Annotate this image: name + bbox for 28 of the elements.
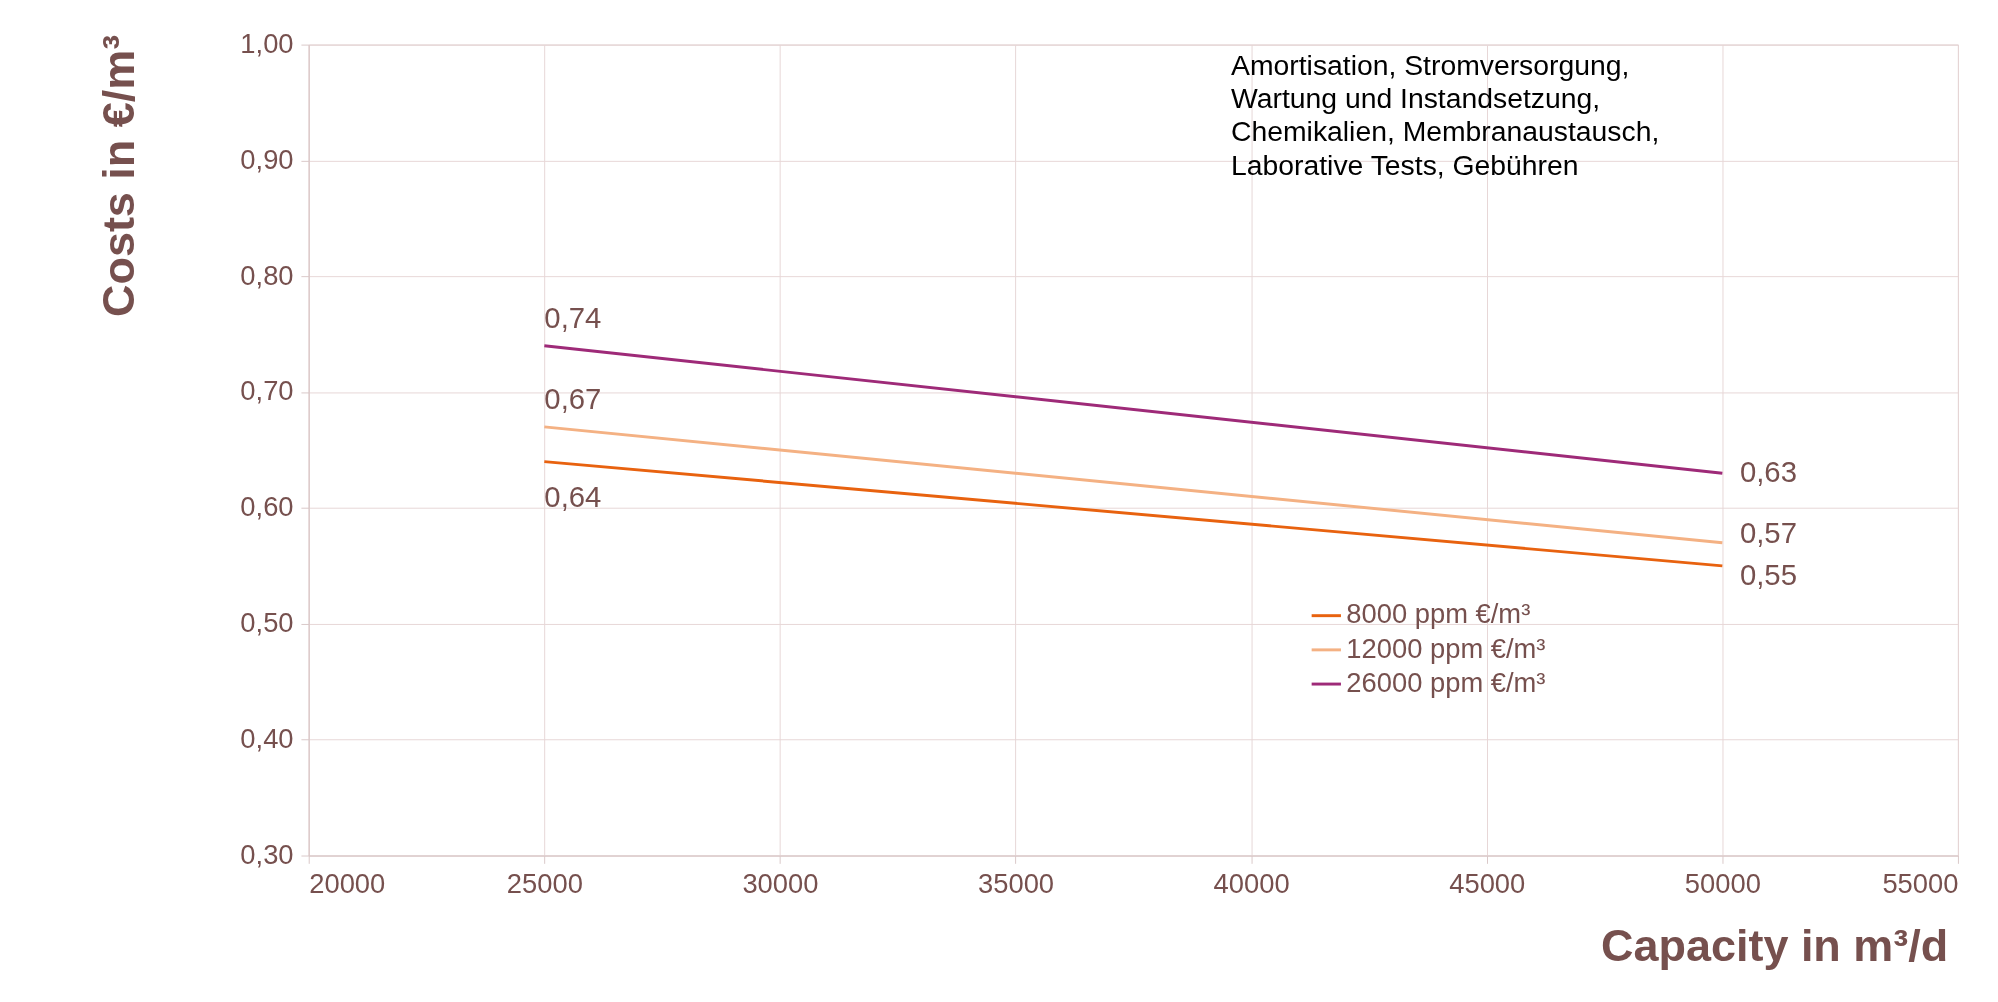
y-tick-label: 0,60 [240,491,294,523]
x-tick-label: 50000 [1684,868,1761,900]
x-tick-label: 30000 [742,868,819,900]
y-tick-label: 1,00 [240,27,294,59]
data-label: 0,67 [544,382,602,416]
x-tick-label: 35000 [978,868,1055,900]
legend-label: 8000 ppm €/m³ [1346,598,1531,630]
y-tick-label: 0,90 [240,143,294,175]
x-axis-title: Capacity in m³/d [1601,920,1949,972]
x-tick-label: 40000 [1213,868,1290,900]
x-tick-label: 25000 [506,868,583,900]
data-label: 0,74 [544,301,602,335]
y-axis-title: Costs in €/m³ [92,34,144,317]
data-label: 0,55 [1739,558,1797,592]
y-tick-label: 0,40 [240,722,294,754]
legend-label: 26000 ppm €/m³ [1346,666,1546,698]
y-tick-label: 0,30 [240,838,294,870]
y-tick-label: 0,70 [240,375,294,407]
x-tick-label: 55000 [1882,868,1959,900]
y-tick-label: 0,50 [240,607,294,639]
x-tick-label: 20000 [309,868,386,900]
annotation: Amortisation, Stromversorgung, Wartung und Instandsetzung, Chemikalien, Membranaustausch, Laborative Tests, Gebühren [1231,48,1660,181]
data-label: 0,63 [1739,455,1797,489]
x-tick-label: 45000 [1449,868,1526,900]
data-label: 0,57 [1739,515,1797,549]
data-label: 0,64 [544,479,602,513]
y-tick-label: 0,80 [240,259,294,291]
legend-label: 12000 ppm €/m³ [1346,632,1546,664]
